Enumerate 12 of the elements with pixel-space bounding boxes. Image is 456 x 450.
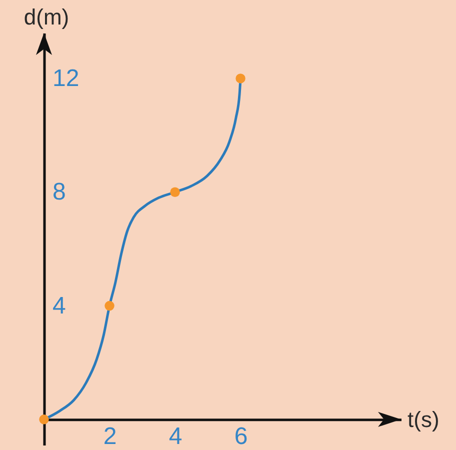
y-tick-label: 8 [52,178,66,206]
point [236,74,246,84]
x-tick-label: 4 [168,422,182,450]
y-tick-label: 12 [52,64,80,92]
point [39,414,49,424]
point [170,187,180,197]
x-tick-label: 2 [103,422,117,450]
point [104,300,114,311]
x-tick-label: 6 [234,422,248,450]
x-axis-title: t(s) [408,406,440,432]
y-tick-label: 4 [52,292,66,320]
y-axis-title: d(m) [24,4,70,30]
